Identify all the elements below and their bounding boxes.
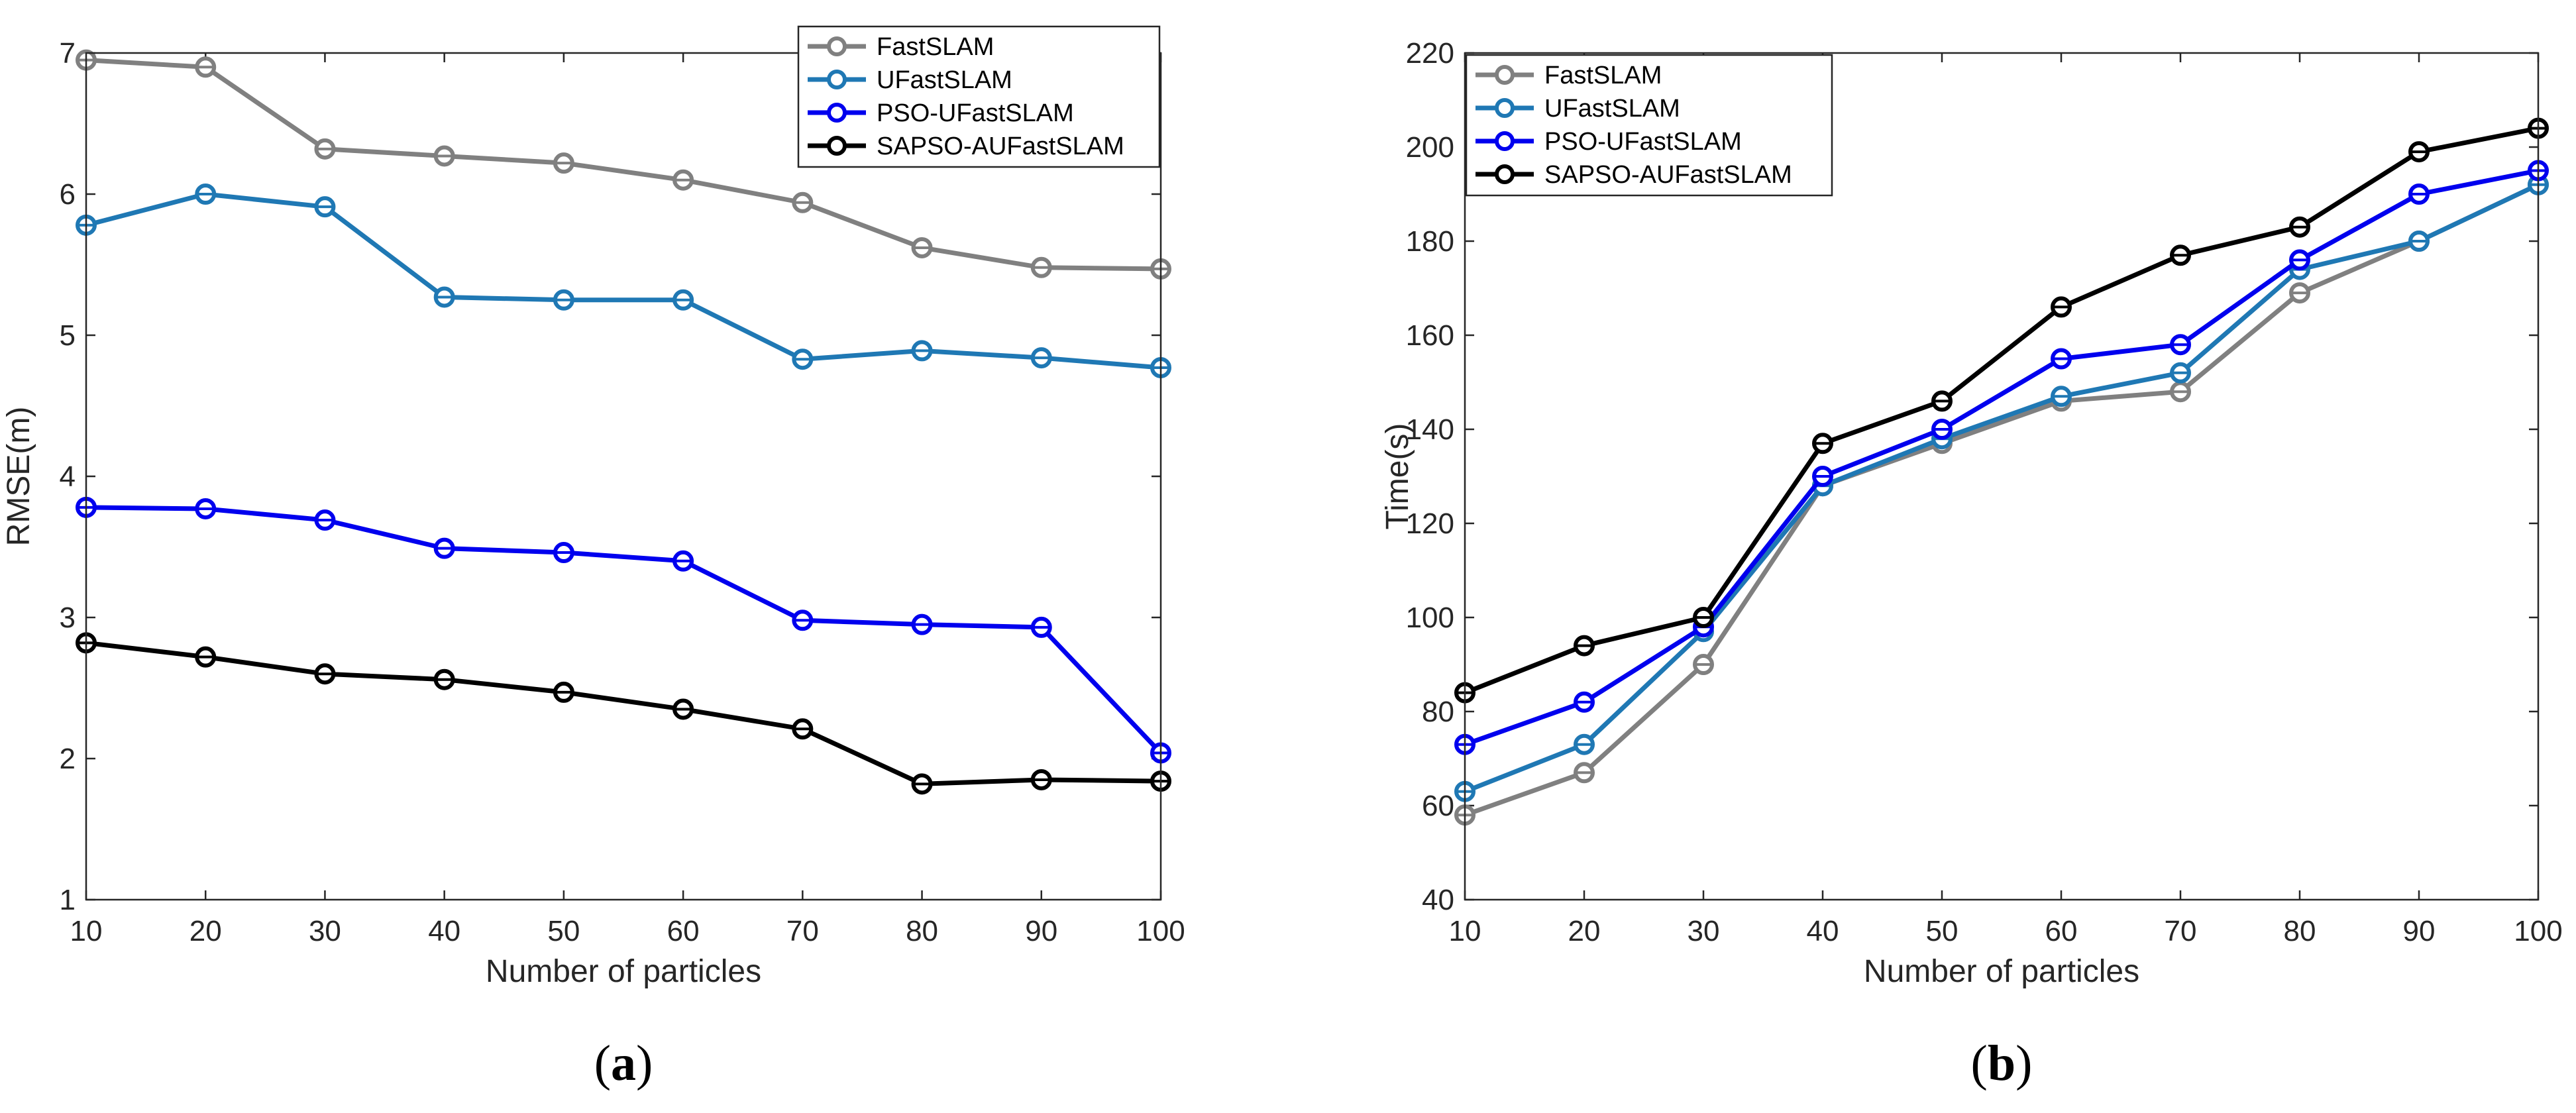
chart-b-xlabel: Number of particles (1864, 954, 2139, 989)
chart-a-caption: (a) (594, 1035, 653, 1091)
chart-b-axes-box (1464, 52, 2540, 901)
chart-b-ytick-label-100: 100 (1406, 602, 1454, 634)
chart-a-legend-label-ufastslam: UFastSLAM (877, 66, 1012, 94)
chart-a-line-sapso-aufastslam (85, 640, 1161, 786)
chart-a-ytick-label-2: 2 (60, 743, 76, 775)
chart-b-xtick-label-100: 100 (2514, 915, 2562, 947)
chart-b-legend-label-fastslam: FastSLAM (1544, 62, 1662, 89)
chart-a-legend-label-pso-ufastslam: PSO-UFastSLAM (877, 99, 1074, 127)
chart-b-xtick-label-70: 70 (2165, 915, 2197, 947)
chart-a-line-fastslam (85, 58, 1161, 272)
chart-a-ytick-label-7: 7 (60, 37, 76, 70)
chart-b-legend-marker-fastslam (1495, 65, 1515, 85)
chart-a-legend-marker-pso-ufastslam (827, 103, 847, 123)
chart-a-ytick-label-3: 3 (60, 602, 76, 634)
chart-b-legend-marker-ufastslam (1495, 98, 1515, 118)
chart-b-ytick-label-40: 40 (1422, 884, 1454, 916)
chart-b-xtick-label-40: 40 (1807, 915, 1839, 947)
chart-b-time: 10 20 30 40 50 60 70 80 90 100 40 60 80 100 120 140 160 1… (1380, 37, 2563, 1091)
chart-a-ytick-label-1: 1 (60, 884, 76, 916)
chart-b-xtick-label-90: 90 (2403, 915, 2436, 947)
chart-a-ytick-label-4: 4 (60, 460, 76, 493)
chart-a-axes-box (85, 52, 1162, 901)
chart-a-legend-label-sapso-aufastslam: SAPSO-AUFastSLAM (877, 132, 1124, 160)
chart-a-xtick-label-20: 20 (189, 915, 222, 947)
chart-b-ytick-label-120: 120 (1406, 507, 1454, 540)
chart-a-legend: FastSLAM UFastSLAM PSO-UFastSLAM SAPSO-AUFa… (797, 25, 1161, 168)
chart-b-xtick-label-10: 10 (1449, 915, 1481, 947)
chart-a-xtick-label-40: 40 (428, 915, 460, 947)
chart-a-xtick-label-30: 30 (309, 915, 341, 947)
chart-a-legend-marker-fastslam (827, 36, 847, 56)
chart-b-line-fastslam (1464, 182, 2540, 818)
chart-b-line-ufastslam (1464, 182, 2540, 794)
chart-a-plot-area (86, 53, 1161, 900)
chart-a-legend-marker-ufastslam (827, 70, 847, 89)
chart-b-ytick-label-60: 60 (1422, 790, 1454, 822)
chart-b-ylabel: Time(s) (1380, 423, 1415, 530)
chart-a-xlabel: Number of particles (486, 954, 761, 989)
chart-a-xtick-label-70: 70 (786, 915, 819, 947)
chart-a-ytick-label-5: 5 (60, 319, 76, 352)
chart-b-legend-marker-sapso-aufastslam (1495, 164, 1515, 184)
chart-b-ytick-label-180: 180 (1406, 225, 1454, 258)
chart-a-rmse: 10 20 30 40 50 60 70 80 90 100 1 2 3 4 5 6 7 Number of pa… (1, 25, 1185, 1091)
chart-a-xtick-label-100: 100 (1136, 915, 1185, 947)
chart-a-xtick-label-60: 60 (667, 915, 700, 947)
chart-b-legend-label-pso-ufastslam: PSO-UFastSLAM (1544, 128, 1742, 156)
chart-b-caption: (b) (1971, 1035, 2033, 1091)
chart-b-ytick-label-200: 200 (1406, 131, 1454, 164)
chart-a-line-pso-ufastslam (85, 505, 1163, 755)
chart-b-ytick-label-140: 140 (1406, 413, 1454, 446)
chart-b-xtick-label-20: 20 (1568, 915, 1601, 947)
chart-a-xtick-label-90: 90 (1025, 915, 1057, 947)
chart-a-line-ufastslam (85, 191, 1161, 370)
chart-b-xtick-label-60: 60 (2045, 915, 2078, 947)
chart-a-ytick-label-6: 6 (60, 178, 76, 211)
chart-a-xtick-label-10: 10 (70, 915, 103, 947)
chart-b-ytick-label-80: 80 (1422, 696, 1454, 728)
chart-a-legend-marker-sapso-aufastslam (827, 136, 847, 156)
chart-a-legend-label-fastslam: FastSLAM (877, 33, 994, 61)
chart-b-legend-marker-pso-ufastslam (1495, 131, 1515, 151)
chart-a-xtick-label-80: 80 (906, 915, 938, 947)
chart-b-legend: FastSLAM UFastSLAM PSO-UFastSLAM SAPSO-AUFa… (1465, 54, 1833, 197)
chart-b-legend-label-ufastslam: UFastSLAM (1544, 95, 1680, 123)
chart-a-series-ufastslam (76, 184, 1171, 378)
chart-b-ytick-label-220: 220 (1406, 37, 1454, 70)
chart-a-ylabel: RMSE(m) (1, 407, 36, 547)
chart-b-xtick-label-50: 50 (1926, 915, 1959, 947)
chart-a-xtick-label-50: 50 (547, 915, 580, 947)
chart-b-xtick-label-80: 80 (2284, 915, 2316, 947)
chart-b-line-pso-ufastslam (1464, 168, 2539, 747)
chart-b-line-sapso-aufastslam (1464, 126, 2539, 695)
chart-b-legend-label-sapso-aufastslam: SAPSO-AUFastSLAM (1544, 161, 1792, 189)
chart-b-xtick-label-30: 30 (1688, 915, 1720, 947)
chart-b-ytick-label-160: 160 (1406, 319, 1454, 352)
